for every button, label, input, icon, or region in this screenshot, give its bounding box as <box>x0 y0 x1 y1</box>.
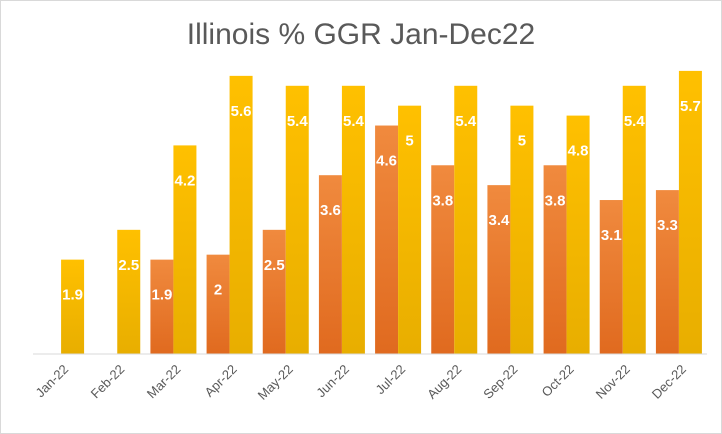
x-tick-label-Jan-22: Jan-22 <box>32 362 71 401</box>
bar-s1-May-22 <box>262 229 286 354</box>
value-label-s2-Jun-22: 5.4 <box>343 113 365 130</box>
bar-s1-Jun-22 <box>318 175 342 354</box>
value-label-s1-Nov-22: 3.1 <box>601 227 622 244</box>
value-label-s2-Sep-22: 5 <box>518 133 526 150</box>
value-label-s2-Mar-22: 4.2 <box>174 172 195 189</box>
x-tick-labels-layer: Jan-22 Feb-22 Mar-22 Apr-22 May-22 Jun-22 Jul-… <box>32 362 689 403</box>
bar-s1-Mar-22 <box>150 259 174 354</box>
bar-s2-Jul-22 <box>398 105 422 355</box>
bar-s1-Apr-22 <box>206 254 230 354</box>
x-tick-label-Sep-22: Sep-22 <box>480 362 520 402</box>
x-tick-label-Dec-22: Dec-22 <box>649 362 689 402</box>
value-label-s1-Jul-22: 4.6 <box>376 153 397 170</box>
value-label-s1-Jun-22: 3.6 <box>320 202 341 219</box>
value-label-s2-Oct-22: 4.8 <box>568 143 589 160</box>
bar-s2-Sep-22 <box>510 105 534 355</box>
x-tick-label-Mar-22: Mar-22 <box>144 362 184 402</box>
x-tick-label-Feb-22: Feb-22 <box>88 362 128 402</box>
x-tick-label-Aug-22: Aug-22 <box>424 362 464 402</box>
value-labels-layer: 0 1.9 0 2.5 1.9 4.2 2 5.6 2.5 5.4 3.6 5.4 4.6 5 3.8 5.4… <box>45 98 700 345</box>
bar-s1-Jul-22 <box>375 125 399 355</box>
value-label-s1-Oct-22: 3.8 <box>545 192 566 209</box>
bar-s2-Oct-22 <box>566 115 590 354</box>
bar-s2-Mar-22 <box>173 145 197 354</box>
value-label-s2-Jul-22: 5 <box>405 133 413 150</box>
bar-s1-Sep-22 <box>487 185 511 354</box>
value-label-s1-Mar-22: 1.9 <box>151 287 172 304</box>
value-label-s2-Feb-22: 2.5 <box>118 257 139 274</box>
value-label-s2-Apr-22: 5.6 <box>231 103 252 120</box>
x-tick-label-Jun-22: Jun-22 <box>313 362 352 401</box>
bar-s2-Jun-22 <box>341 85 365 355</box>
bar-s2-Nov-22 <box>622 85 646 355</box>
value-label-s1-Sep-22: 3.4 <box>488 212 510 229</box>
value-label-s1-Jan-22: 0 <box>45 328 53 345</box>
bar-s2-Jan-22 <box>61 259 85 354</box>
chart-title: Illinois % GGR Jan-Dec22 <box>186 18 536 51</box>
value-label-s1-Aug-22: 3.8 <box>432 192 453 209</box>
bar-s2-Apr-22 <box>229 75 253 354</box>
bar-s1-Oct-22 <box>543 165 567 354</box>
value-label-s2-Dec-22: 5.7 <box>680 98 701 115</box>
value-label-s2-Aug-22: 5.4 <box>455 113 477 130</box>
value-label-s2-Jan-22: 1.9 <box>62 287 83 304</box>
value-label-s1-Apr-22: 2 <box>214 282 222 299</box>
x-tick-label-Oct-22: Oct-22 <box>539 362 577 400</box>
bar-s2-May-22 <box>285 85 309 355</box>
x-tick-label-Nov-22: Nov-22 <box>593 362 633 402</box>
bar-s2-Aug-22 <box>454 85 478 355</box>
bar-s2-Dec-22 <box>678 70 702 355</box>
x-tick-label-May-22: May-22 <box>255 362 296 403</box>
bar-s1-Dec-22 <box>655 190 679 354</box>
value-label-s1-May-22: 2.5 <box>264 257 285 274</box>
x-tick-label-Jul-22: Jul-22 <box>373 362 409 398</box>
value-label-s2-May-22: 5.4 <box>287 113 309 130</box>
bar-s1-Nov-22 <box>599 200 623 354</box>
value-label-s1-Feb-22: 0 <box>102 328 110 345</box>
bar-s2-Feb-22 <box>117 229 141 354</box>
value-label-s1-Dec-22: 3.3 <box>657 217 678 234</box>
value-label-s2-Nov-22: 5.4 <box>624 113 646 130</box>
bar-s1-Aug-22 <box>431 165 455 354</box>
x-tick-label-Apr-22: Apr-22 <box>201 362 239 400</box>
bars-layer <box>61 70 702 355</box>
